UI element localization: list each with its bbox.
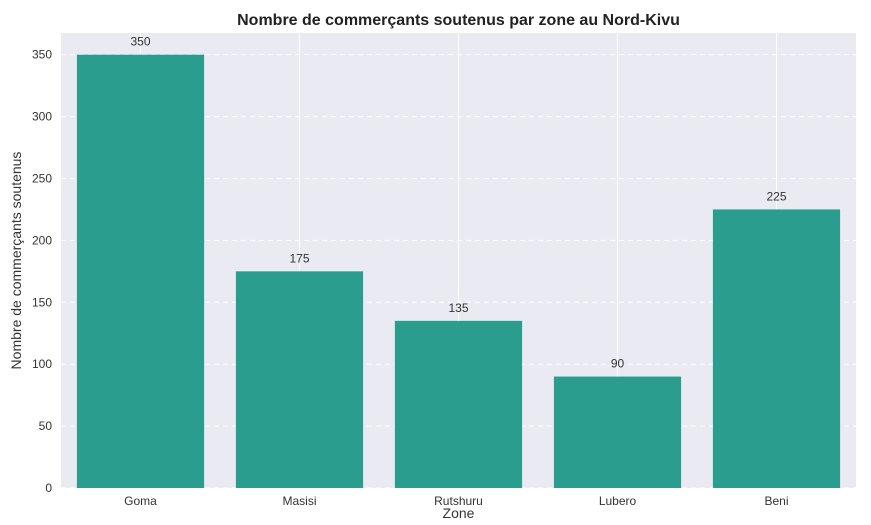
bars <box>76 54 841 489</box>
y-axis-label: Nombre de commerçants soutenus <box>8 152 24 370</box>
y-tick-label: 350 <box>32 48 52 62</box>
y-tick-label: 300 <box>32 110 52 124</box>
bar-rutshuru <box>394 320 523 488</box>
data-label-beni: 225 <box>766 189 786 203</box>
bar-goma <box>76 54 205 489</box>
data-label-goma: 350 <box>130 35 150 49</box>
bar-lubero <box>553 376 682 488</box>
x-tick-label-goma: Goma <box>124 494 157 508</box>
y-tick-label: 100 <box>32 357 52 371</box>
chart-title: Nombre de commerçants soutenus par zone … <box>237 12 680 29</box>
data-labels: 350 175 135 90 225 <box>130 35 786 371</box>
y-tick-label: 150 <box>32 295 52 309</box>
data-label-lubero: 90 <box>611 357 625 371</box>
data-label-rutshuru: 135 <box>448 301 468 315</box>
y-tick-label: 50 <box>39 419 53 433</box>
x-axis-ticks: Goma Masisi Rutshuru Lubero Beni <box>124 494 788 508</box>
bar-masisi <box>235 271 364 488</box>
bar-beni <box>712 209 841 488</box>
y-tick-label: 250 <box>32 171 52 185</box>
x-tick-label-beni: Beni <box>764 494 788 508</box>
y-tick-label: 0 <box>45 481 52 495</box>
y-tick-label: 200 <box>32 233 52 247</box>
x-axis-label: Zone <box>443 505 475 521</box>
data-label-masisi: 175 <box>289 251 309 265</box>
x-tick-label-rutshuru: Rutshuru <box>434 494 483 508</box>
x-tick-label-masisi: Masisi <box>282 494 316 508</box>
y-axis-ticks: 0 50 100 150 200 250 300 350 <box>32 48 52 495</box>
x-tick-label-lubero: Lubero <box>599 494 637 508</box>
